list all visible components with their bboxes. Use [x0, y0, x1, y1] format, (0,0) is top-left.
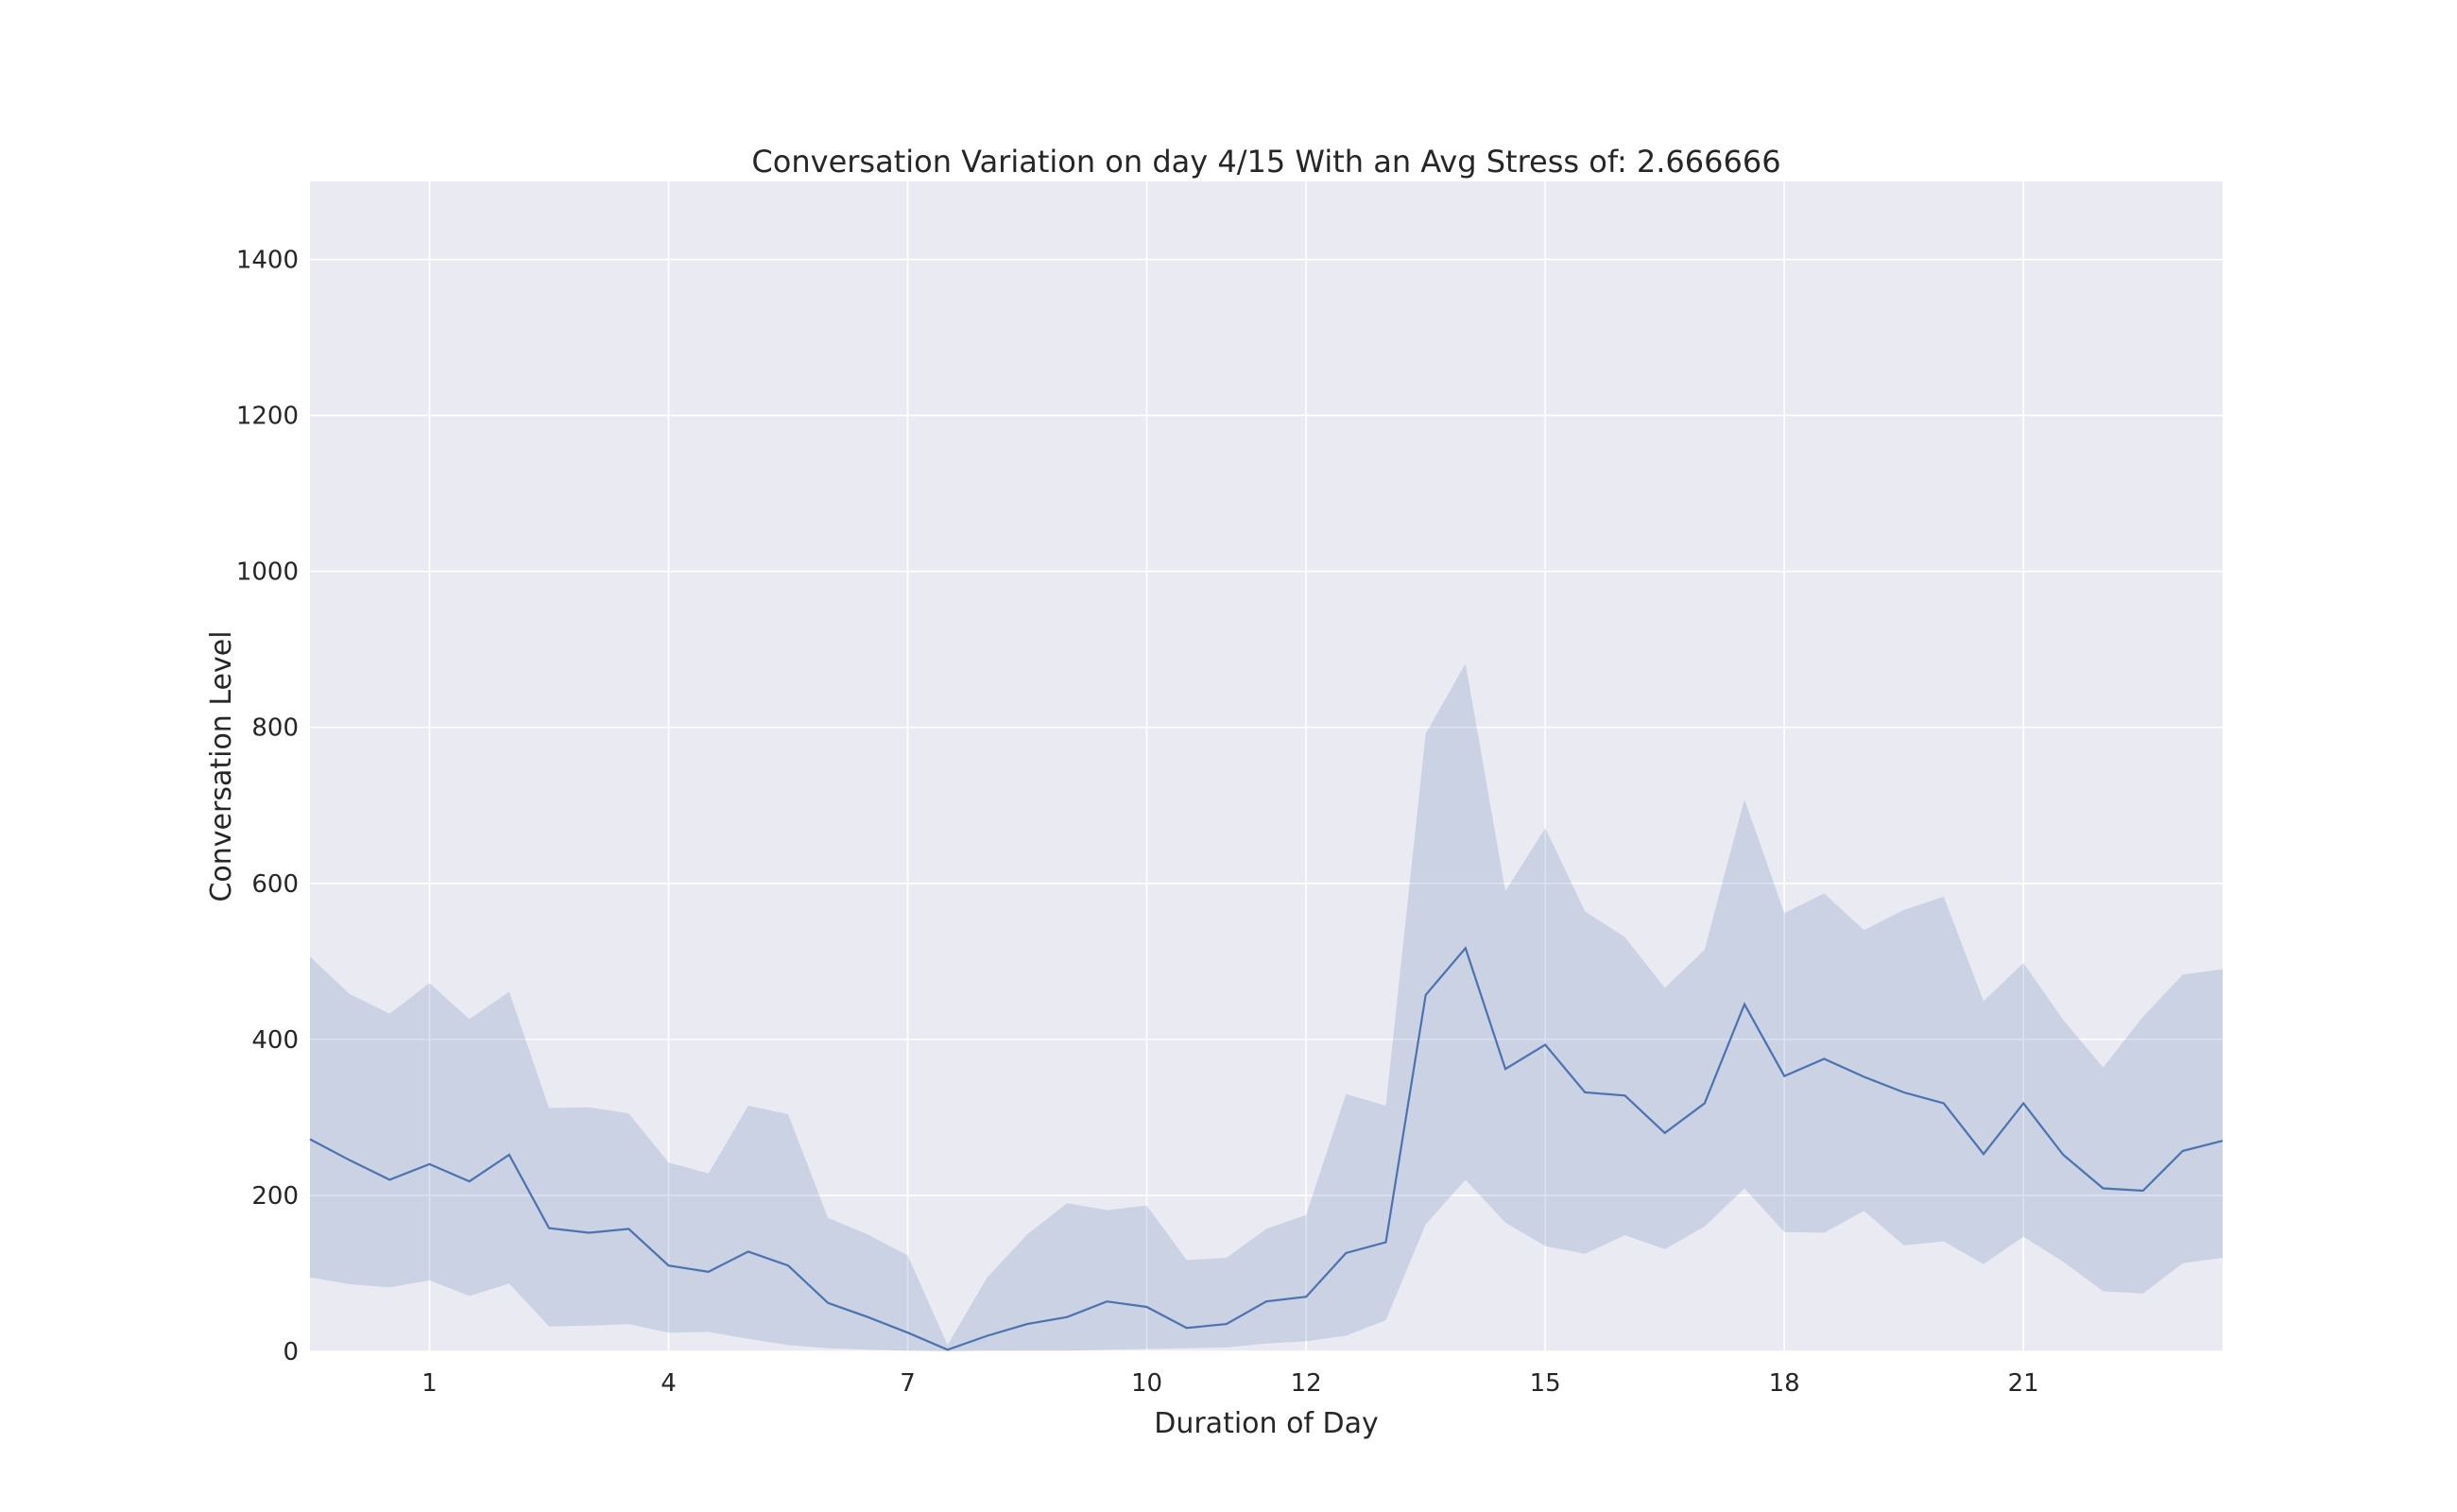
y-tick-label: 400 — [251, 1026, 299, 1055]
x-tick-label: 21 — [2008, 1369, 2039, 1398]
x-tick-label: 18 — [1769, 1369, 1800, 1398]
x-tick-label: 12 — [1291, 1369, 1322, 1398]
x-tick-label: 15 — [1530, 1369, 1561, 1398]
x-tick-label: 7 — [900, 1369, 916, 1398]
y-tick-label: 800 — [251, 714, 299, 743]
y-tick-label: 1400 — [236, 247, 299, 275]
plot-background — [310, 181, 2223, 1351]
grid — [310, 181, 2223, 1352]
chart-title: Conversation Variation on day 4/15 With … — [751, 144, 1780, 180]
x-tick-label: 1 — [421, 1369, 438, 1398]
x-axis-label: Duration of Day — [1154, 1407, 1379, 1440]
y-tick-labels: 0 200 400 600 800 1000 1200 1400 — [236, 247, 299, 1366]
y-axis-label: Conversation Level — [205, 630, 238, 902]
y-tick-label: 200 — [251, 1182, 299, 1211]
x-tick-label: 10 — [1131, 1369, 1162, 1398]
x-tick-labels: 1 4 7 10 12 15 18 21 — [421, 1369, 2038, 1398]
y-tick-label: 0 — [283, 1338, 299, 1366]
mean-line — [309, 946, 2224, 1351]
y-tick-label: 1000 — [236, 558, 299, 587]
y-tick-label: 1200 — [236, 403, 299, 431]
confidence-band — [310, 663, 2223, 1351]
x-tick-label: 4 — [661, 1369, 677, 1398]
y-tick-label: 600 — [251, 870, 299, 899]
